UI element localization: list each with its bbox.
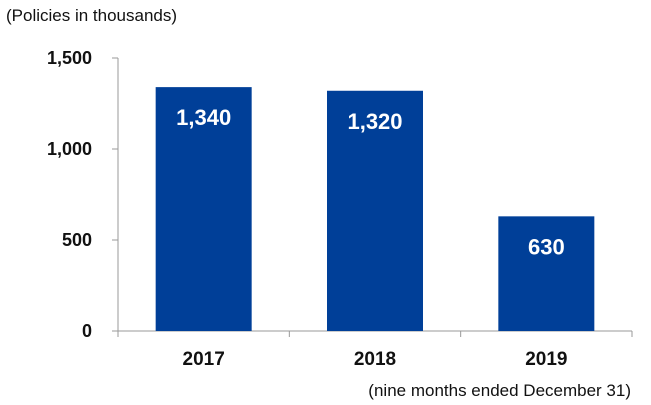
- y-tick-label: 1,000: [47, 139, 92, 159]
- chart-bars: [155, 87, 595, 332]
- y-tick-label: 0: [82, 321, 92, 341]
- y-tick-label: 1,500: [47, 48, 92, 68]
- bar-value-label: 1,340: [176, 105, 231, 130]
- x-tick-label: 2017: [183, 349, 225, 370]
- bar-2017: [155, 87, 252, 332]
- x-tick-label: 2018: [354, 349, 396, 370]
- chart-labels: 1,340 2017 1,320 2018 630 2019: [176, 105, 567, 370]
- bar-value-label: 1,320: [347, 109, 402, 134]
- period-note: (nine months ended December 31): [368, 381, 631, 400]
- bar-2018: [327, 90, 423, 331]
- unit-note: (Policies in thousands): [6, 6, 178, 25]
- x-tick-label: 2019: [525, 349, 567, 370]
- bar-value-label: 630: [528, 234, 565, 259]
- y-tick-label: 500: [62, 230, 92, 250]
- bar-2019: [498, 216, 595, 331]
